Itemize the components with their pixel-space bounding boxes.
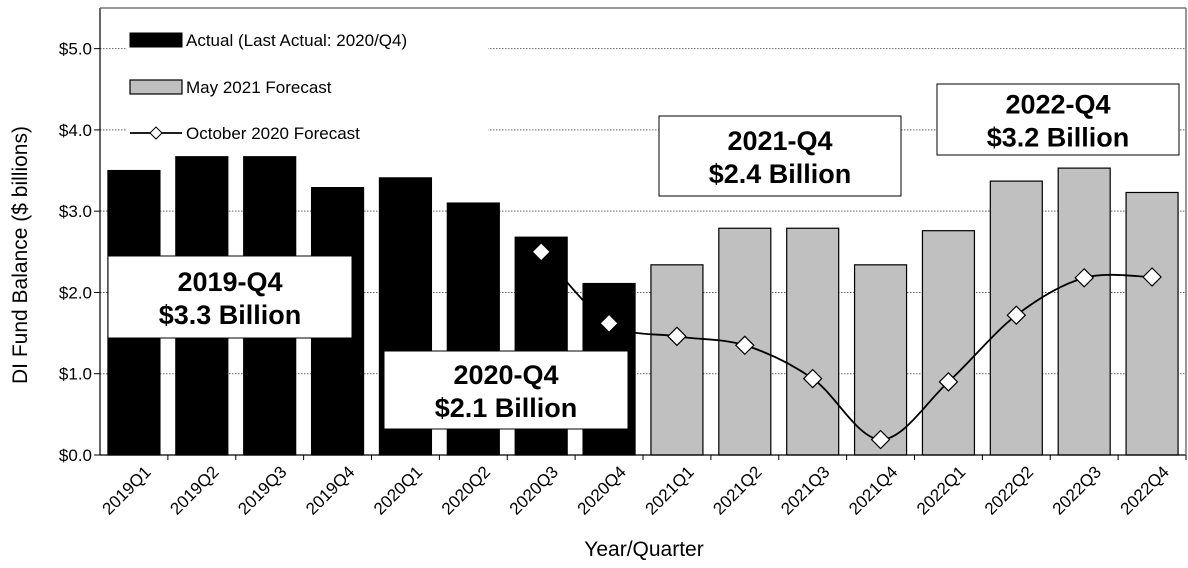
bar	[650, 264, 704, 456]
y-axis-title: DI Fund Balance ($ billions)	[9, 126, 32, 384]
x-tick-label: 2019Q3	[234, 462, 290, 518]
annotation-period: 2019-Q4	[177, 267, 282, 297]
y-tick-label: $5.0	[59, 40, 92, 59]
x-tick-label: 2020Q2	[438, 462, 494, 518]
legend-swatch-actual	[129, 32, 183, 48]
forecast-point	[870, 429, 891, 450]
x-tick-label: 2021Q2	[709, 462, 765, 518]
x-tick-label: 2020Q3	[506, 462, 562, 518]
annotation-period: 2022-Q4	[1005, 90, 1110, 120]
x-tick-label: 2022Q4	[1117, 462, 1173, 518]
y-tick-label: $2.0	[59, 283, 92, 302]
forecast-point	[802, 368, 823, 389]
x-tick-label: 2019Q2	[166, 462, 222, 518]
annotation-value: $2.1 Billion	[435, 393, 578, 423]
x-tick-label: 2021Q4	[845, 462, 901, 518]
x-tick-label: 2020Q1	[370, 462, 426, 518]
y-tick-label: $0.0	[59, 446, 92, 465]
bar	[1125, 191, 1179, 456]
annotation-box	[107, 255, 353, 339]
annotation-value: $3.2 Billion	[987, 123, 1130, 153]
legend-item-background	[126, 77, 488, 99]
x-tick-label: 2019Q4	[302, 462, 358, 518]
annotation-box	[936, 83, 1180, 156]
y-tick-label: $4.0	[59, 121, 92, 140]
y-tick-label: $1.0	[59, 365, 92, 384]
bar	[1057, 167, 1111, 456]
x-tick-label: 2022Q3	[1049, 462, 1105, 518]
legend-item-background	[126, 30, 488, 52]
forecast-line-path	[540, 251, 1153, 441]
legend-diamond-marker	[149, 126, 163, 140]
legend-item-background	[126, 123, 488, 145]
x-tick-label: 2021Q3	[777, 462, 833, 518]
forecast-point	[531, 241, 552, 262]
bar	[853, 264, 908, 456]
bar	[921, 230, 976, 456]
x-tick-label: 2022Q1	[913, 462, 969, 518]
annotation-period: 2020-Q4	[453, 360, 558, 390]
x-axis-title: Year/Quarter	[584, 538, 703, 561]
annotation-box	[383, 350, 629, 430]
y-tick-label: $3.0	[59, 202, 92, 221]
x-tick-label: 2019Q1	[99, 462, 155, 518]
forecast-point	[1074, 267, 1095, 288]
forecast-point	[938, 372, 959, 392]
annotation-value: $2.4 Billion	[709, 159, 852, 189]
forecast-point	[1006, 305, 1027, 326]
legend-label: Actual (Last Actual: 2020/Q4)	[186, 31, 407, 50]
forecast-point	[1142, 267, 1162, 287]
legend-label: October 2020 Forecast	[186, 124, 360, 143]
x-tick-label: 2021Q1	[642, 462, 698, 518]
annotations: 2019-Q4$3.3 Billion 2020-Q4$2.1 Billion 20…	[107, 83, 1180, 430]
x-tick-label: 2020Q4	[574, 462, 630, 518]
forecast-point	[667, 326, 687, 347]
legend-swatch-may-forecast	[129, 79, 183, 95]
legend-label: May 2021 Forecast	[186, 78, 332, 97]
x-tick-label: 2022Q2	[981, 462, 1037, 518]
october-forecast-line	[531, 241, 1162, 450]
legend: Actual (Last Actual: 2020/Q4) May 2021 Fo…	[126, 30, 488, 145]
annotation-value: $3.3 Billion	[159, 300, 302, 330]
forecast-point	[734, 335, 755, 356]
annotation-period: 2021-Q4	[727, 126, 832, 156]
bar	[786, 227, 840, 456]
annotation-box	[658, 115, 902, 197]
forecast-point	[599, 313, 619, 334]
